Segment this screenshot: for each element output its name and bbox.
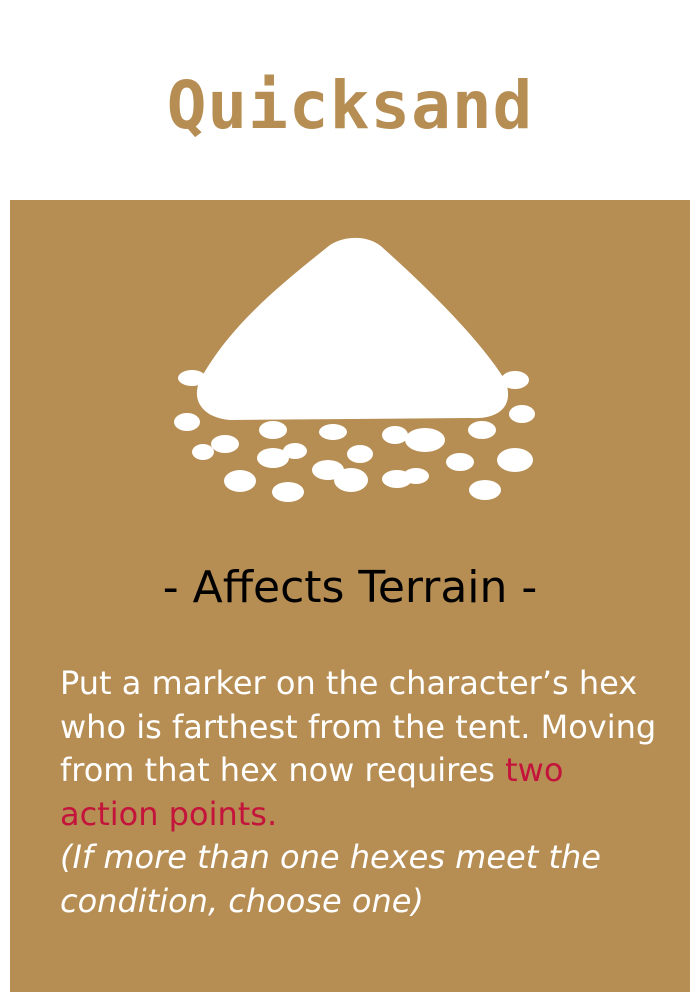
card-panel: - Affects Terrain - Put a marker on the … <box>10 200 690 992</box>
effect-highlight: two action points. <box>60 751 564 833</box>
terrain-type-label: - Affects Terrain - <box>162 562 538 613</box>
effect-text: Put a marker on the character’s hex who … <box>60 662 660 923</box>
effect-note: (If more than one hexes meet the conditi… <box>60 838 601 920</box>
effect-text-main: Put a marker on the character’s hex who … <box>60 664 657 789</box>
card-title: Quicksand <box>166 67 534 144</box>
sand-pile-icon <box>174 237 535 502</box>
